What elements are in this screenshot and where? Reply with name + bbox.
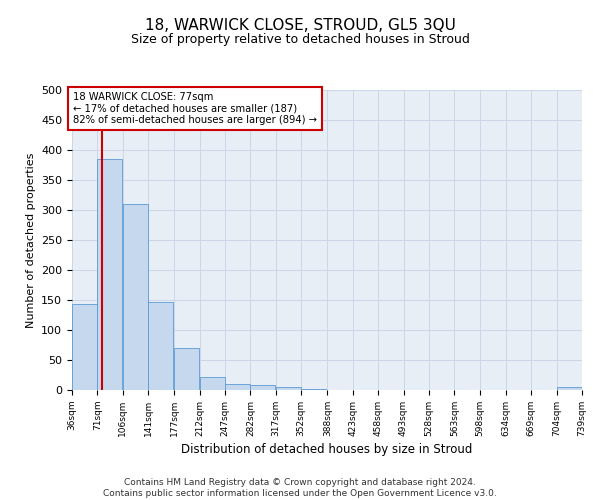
Bar: [174, 348, 199, 390]
Y-axis label: Number of detached properties: Number of detached properties: [26, 152, 35, 328]
Text: Size of property relative to detached houses in Stroud: Size of property relative to detached ho…: [131, 32, 469, 46]
Bar: [301, 389, 326, 390]
Bar: [276, 387, 301, 390]
Bar: [250, 385, 275, 390]
Bar: [557, 387, 581, 390]
Bar: [148, 302, 173, 390]
Text: 18, WARWICK CLOSE, STROUD, GL5 3QU: 18, WARWICK CLOSE, STROUD, GL5 3QU: [145, 18, 455, 32]
Text: 18 WARWICK CLOSE: 77sqm
← 17% of detached houses are smaller (187)
82% of semi-d: 18 WARWICK CLOSE: 77sqm ← 17% of detache…: [73, 92, 317, 125]
Bar: [97, 159, 122, 390]
Text: Distribution of detached houses by size in Stroud: Distribution of detached houses by size …: [181, 442, 473, 456]
Bar: [72, 304, 97, 390]
Text: Contains HM Land Registry data © Crown copyright and database right 2024.
Contai: Contains HM Land Registry data © Crown c…: [103, 478, 497, 498]
Bar: [200, 377, 225, 390]
Bar: [225, 384, 250, 390]
Bar: [123, 204, 148, 390]
